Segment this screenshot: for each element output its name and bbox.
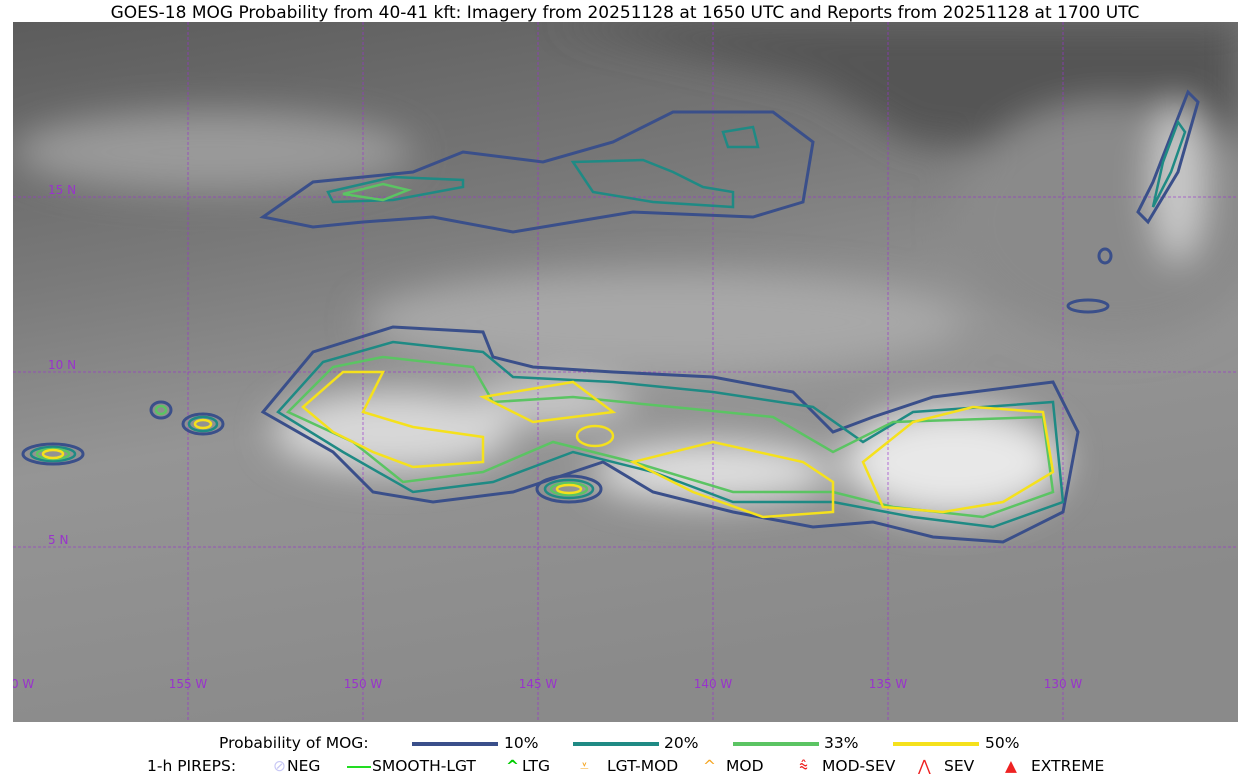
map-title: GOES-18 MOG Probability from 40-41 kft: … bbox=[110, 3, 1140, 23]
lon-label: 130 W bbox=[1044, 677, 1083, 691]
filled-triangle-icon: ▲ bbox=[1005, 757, 1017, 775]
legend-label: MOD bbox=[726, 757, 764, 775]
legend-swatch-50 bbox=[893, 742, 979, 746]
caret-bar-icon: ⩡ bbox=[580, 757, 589, 775]
lon-label: 155 W bbox=[169, 677, 208, 691]
legend-swatch-20 bbox=[573, 742, 659, 746]
legend-label: EXTREME bbox=[1031, 757, 1105, 775]
legend-title: Probability of MOG: bbox=[219, 734, 369, 752]
lon-label: 145 W bbox=[519, 677, 558, 691]
lon-labels: 160 W 155 W 150 W 145 W 140 W 135 W 130 … bbox=[13, 677, 1082, 691]
satellite-map: 160 W 155 W 150 W 145 W 140 W 135 W 130 … bbox=[13, 22, 1238, 722]
legend-label: SEV bbox=[944, 757, 975, 775]
line-icon bbox=[347, 766, 371, 768]
lat-labels: 15 N 10 N 5 N bbox=[48, 183, 76, 547]
legend-label: 33% bbox=[824, 734, 859, 752]
caret-icon: ^ bbox=[506, 757, 519, 775]
lat-label: 10 N bbox=[48, 358, 76, 372]
lon-label: 160 W bbox=[13, 677, 34, 691]
caret-icon: ^ bbox=[703, 757, 716, 775]
legend-label: MOD-SEV bbox=[822, 757, 896, 775]
lon-label: 140 W bbox=[694, 677, 733, 691]
legend-swatch-33 bbox=[733, 742, 819, 746]
contours-20pct bbox=[29, 119, 1187, 529]
lon-label: 150 W bbox=[344, 677, 383, 691]
legend-label: 20% bbox=[664, 734, 699, 752]
legend-label: SMOOTH-LGT bbox=[372, 757, 476, 775]
lat-label: 15 N bbox=[48, 183, 76, 197]
double-caret-icon: ⋀ bbox=[918, 757, 931, 775]
legend-swatch-10 bbox=[412, 742, 498, 746]
legend-label: 10% bbox=[504, 734, 539, 752]
legend-label: 50% bbox=[985, 734, 1020, 752]
legend-label: LTG bbox=[522, 757, 550, 775]
legend-label: NEG bbox=[287, 757, 321, 775]
lat-label: 5 N bbox=[48, 533, 68, 547]
lon-label: 135 W bbox=[869, 677, 908, 691]
contours-10pct bbox=[21, 89, 1200, 544]
contours-50pct bbox=[41, 370, 1055, 519]
legend-title: 1-h PIREPS: bbox=[147, 757, 237, 775]
double-caret-bar-icon: ⩯ bbox=[799, 757, 809, 775]
neg-icon: ⊘ bbox=[273, 757, 286, 775]
legend-label: LGT-MOD bbox=[607, 757, 679, 775]
